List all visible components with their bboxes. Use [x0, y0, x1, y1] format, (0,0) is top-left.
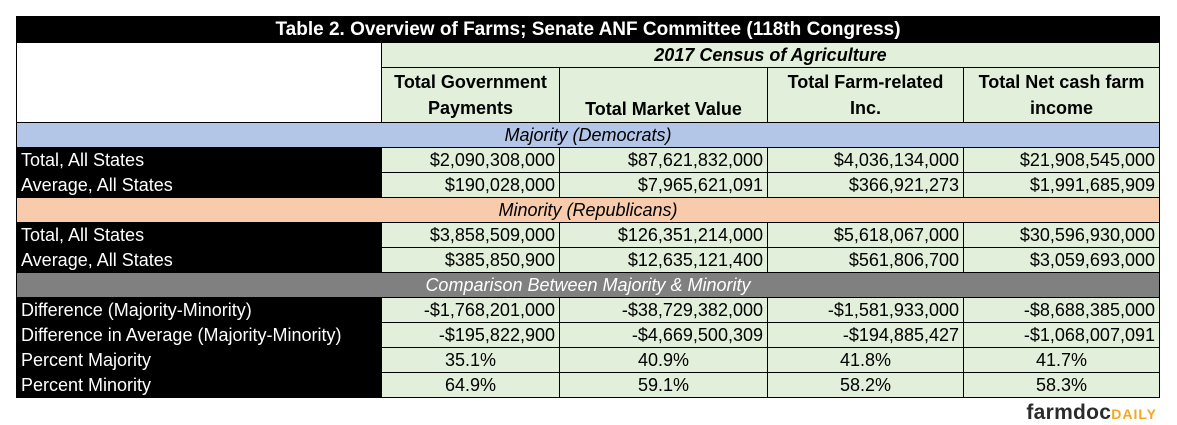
logo-sub-text: DAILY — [1111, 406, 1157, 422]
row-label: Total, All States — [16, 147, 382, 173]
farms-overview-table: Table 2. Overview of Farms; Senate ANF C… — [16, 16, 1160, 398]
section-comparison: Comparison Between Majority & Minority — [16, 272, 1160, 298]
table-row: Total, All States $3,858,509,000 $126,35… — [16, 222, 1160, 248]
table-cell: $5,618,067,000 — [767, 222, 964, 248]
row-label: Difference in Average (Majority-Minority… — [16, 322, 382, 348]
col-header-farm-related-income: Total Farm-related Inc. — [767, 67, 964, 123]
table-cell: 58.2% — [767, 372, 964, 398]
section-minority: Minority (Republicans) — [16, 197, 1160, 223]
table-cell: 64.9% — [381, 372, 560, 398]
header-blank-cell — [16, 42, 382, 123]
table-cell: $366,921,273 — [767, 172, 964, 198]
farmdoc-daily-logo: farmdocDAILY — [1026, 401, 1157, 425]
table-row: Percent Minority 64.9% 59.1% 58.2% 58.3% — [16, 372, 1160, 398]
table-cell: $87,621,832,000 — [559, 147, 768, 173]
table-cell: $190,028,000 — [381, 172, 560, 198]
col-header-government-payments: Total Government Payments — [381, 67, 560, 123]
table-cell: $385,850,900 — [381, 247, 560, 273]
row-label: Average, All States — [16, 247, 382, 273]
table-cell: 41.8% — [767, 347, 964, 373]
table-row: Total, All States $2,090,308,000 $87,621… — [16, 147, 1160, 173]
table-cell: -$8,688,385,000 — [963, 297, 1160, 323]
table-cell: $561,806,700 — [767, 247, 964, 273]
table-cell: 58.3% — [963, 372, 1160, 398]
table-cell: 59.1% — [559, 372, 768, 398]
table-title: Table 2. Overview of Farms; Senate ANF C… — [16, 16, 1160, 43]
census-label: 2017 Census of Agriculture — [381, 42, 1160, 68]
table-cell: -$1,581,933,000 — [767, 297, 964, 323]
table-cell: 40.9% — [559, 347, 768, 373]
section-majority: Majority (Democrats) — [16, 122, 1160, 148]
table-row: Average, All States $190,028,000 $7,965,… — [16, 172, 1160, 198]
table-row: Difference (Majority-Minority) -$1,768,2… — [16, 297, 1160, 323]
table-row: Percent Majority 35.1% 40.9% 41.8% 41.7% — [16, 347, 1160, 373]
table-cell: $2,090,308,000 — [381, 147, 560, 173]
table-cell: $21,908,545,000 — [963, 147, 1160, 173]
table-cell: $4,036,134,000 — [767, 147, 964, 173]
row-label: Percent Majority — [16, 347, 382, 373]
table-cell: 35.1% — [381, 347, 560, 373]
table-cell: -$4,669,500,309 — [559, 322, 768, 348]
table-row: Difference in Average (Majority-Minority… — [16, 322, 1160, 348]
row-label: Total, All States — [16, 222, 382, 248]
col-header-net-cash-income: Total Net cash farm income — [963, 67, 1160, 123]
table-cell: $12,635,121,400 — [559, 247, 768, 273]
table-cell: $3,858,509,000 — [381, 222, 560, 248]
table-cell: $126,351,214,000 — [559, 222, 768, 248]
table-cell: $7,965,621,091 — [559, 172, 768, 198]
table-cell: $30,596,930,000 — [963, 222, 1160, 248]
table-cell: $1,991,685,909 — [963, 172, 1160, 198]
table-cell: -$195,822,900 — [381, 322, 560, 348]
row-label: Percent Minority — [16, 372, 382, 398]
table-cell: $3,059,693,000 — [963, 247, 1160, 273]
table-cell: -$1,068,007,091 — [963, 322, 1160, 348]
col-header-market-value: Total Market Value — [559, 67, 768, 123]
table-cell: -$194,885,427 — [767, 322, 964, 348]
table-row: Average, All States $385,850,900 $12,635… — [16, 247, 1160, 273]
table-cell: -$1,768,201,000 — [381, 297, 560, 323]
table-cell: -$38,729,382,000 — [559, 297, 768, 323]
logo-main-text: farmdoc — [1026, 401, 1112, 424]
row-label: Difference (Majority-Minority) — [16, 297, 382, 323]
row-label: Average, All States — [16, 172, 382, 198]
table-cell: 41.7% — [963, 347, 1160, 373]
